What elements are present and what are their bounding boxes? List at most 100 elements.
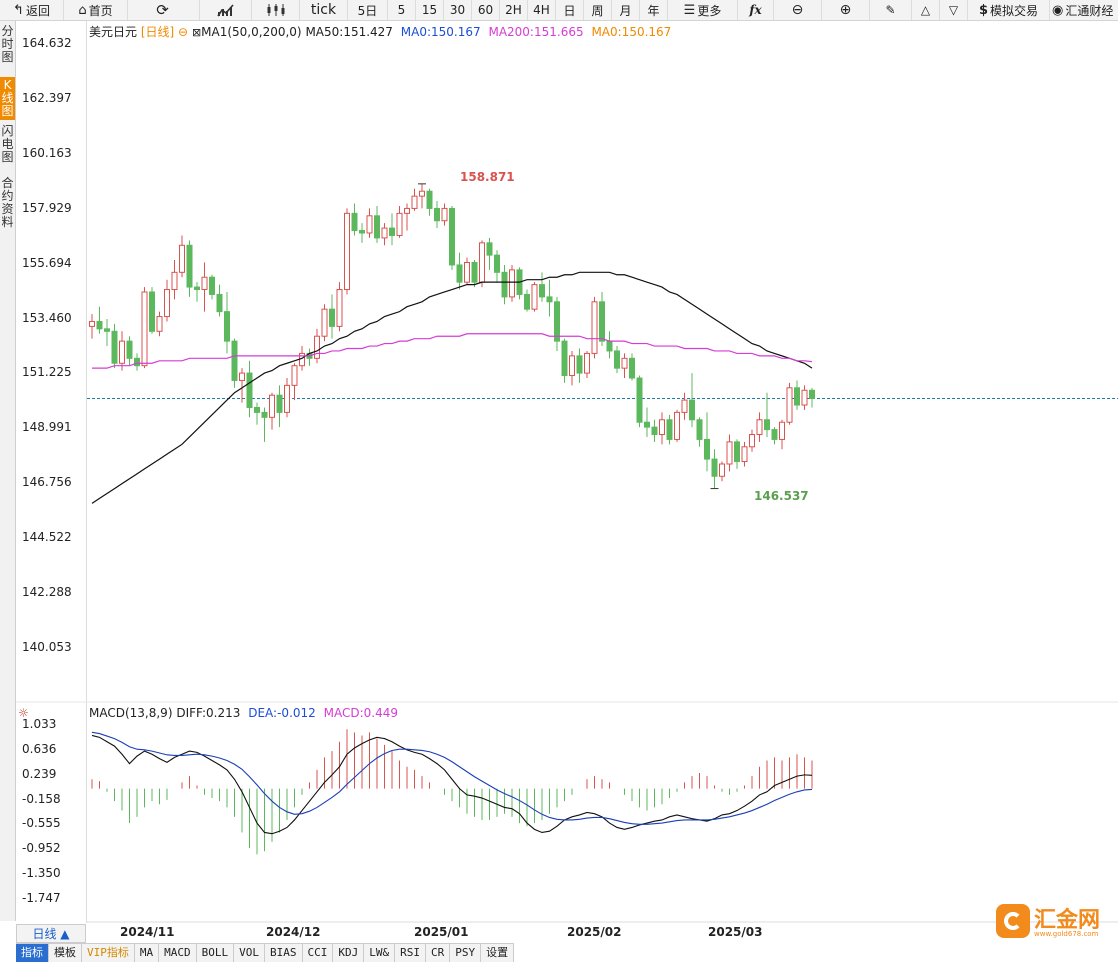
- ma50-line: [91, 271, 813, 504]
- ma0-value-1: MA0:150.167: [400, 25, 481, 39]
- period-month[interactable]: 月: [612, 0, 640, 20]
- tab-cci[interactable]: CCI: [303, 944, 334, 962]
- x-label-mar: 2025/03: [708, 925, 763, 939]
- candle-body: [561, 340, 568, 377]
- candle-body: [194, 286, 200, 291]
- price-tick-label: 164.632: [22, 36, 72, 50]
- zoom-out-button[interactable]: ⊖: [774, 0, 822, 20]
- indicator-icon: ⊠: [191, 26, 202, 39]
- price-tick-label: 160.163: [22, 145, 72, 160]
- formula-button[interactable]: fx: [738, 0, 774, 20]
- candle-body: [479, 242, 485, 283]
- period-60[interactable]: 60: [472, 0, 500, 20]
- candle-body: [126, 340, 133, 359]
- tab-timeshare[interactable]: 分时图: [1, 24, 14, 64]
- down-triangle-button[interactable]: ▽: [940, 0, 968, 20]
- candle-body: [494, 254, 500, 273]
- tick-button[interactable]: tick: [300, 0, 348, 20]
- brand-link[interactable]: ◉ 汇通财经: [1052, 2, 1114, 18]
- candle-body: [651, 426, 658, 436]
- tab-lw[interactable]: LW&: [364, 944, 396, 962]
- tab-flash[interactable]: 闪电图: [1, 124, 14, 164]
- home-button[interactable]: ⌂ 首页: [64, 0, 128, 20]
- tab-settings[interactable]: 设置: [481, 944, 515, 962]
- refresh-button[interactable]: ⟳: [128, 0, 200, 20]
- period-select-button[interactable]: 日线 ▲: [16, 924, 86, 943]
- candle-body: [809, 389, 815, 399]
- candle-body: [606, 340, 613, 352]
- draw-button[interactable]: ✎: [870, 0, 912, 20]
- macd-settings-icon[interactable]: ☼: [18, 706, 29, 720]
- candle-body: [659, 419, 665, 436]
- period-day[interactable]: 日: [556, 0, 584, 20]
- tab-vol[interactable]: VOL: [234, 944, 265, 962]
- ma50-value: MA50:151.427: [305, 25, 393, 39]
- high-price-annotation: 158.871: [460, 170, 515, 184]
- period-week[interactable]: 周: [584, 0, 612, 20]
- sim-trade-button[interactable]: $ 模拟交易: [968, 0, 1050, 20]
- candle-mode-button[interactable]: [252, 0, 300, 20]
- dea-value: DEA:-0.012: [248, 706, 316, 720]
- price-tick-label: 144.522: [22, 530, 72, 545]
- candle-body: [689, 399, 695, 421]
- top-toolbar: ↰ 返回 ⌂ 首页 ⟳ tick 5日 5 15 30 60 2H 4H 日 周 月…: [0, 0, 1118, 21]
- tab-vip-indicators[interactable]: VIP指标: [82, 944, 135, 962]
- candle-body: [156, 316, 163, 332]
- candle-body: [471, 261, 478, 283]
- candle-body: [456, 264, 463, 283]
- period-15[interactable]: 15: [416, 0, 444, 20]
- settings-icon[interactable]: ⊖: [178, 25, 189, 39]
- period-5day[interactable]: 5日: [348, 0, 388, 20]
- candle-body: [666, 419, 673, 440]
- price-tick-label: 155.694: [22, 255, 72, 270]
- candle-body: [501, 271, 508, 298]
- back-arrow-icon: ↰: [13, 2, 24, 18]
- kline-mode-button[interactable]: [200, 0, 252, 20]
- back-button[interactable]: ↰ 返回: [0, 0, 64, 20]
- tab-cr[interactable]: CR: [426, 944, 451, 962]
- candle-body: [351, 212, 358, 232]
- candle-body: [546, 296, 553, 303]
- candle-body: [434, 207, 440, 222]
- candle-body: [284, 384, 290, 413]
- tab-kline[interactable]: K线图: [0, 77, 15, 120]
- tab-ma[interactable]: MA: [135, 944, 160, 962]
- zoom-in-button[interactable]: ⊕: [822, 0, 870, 20]
- candle-body: [569, 355, 575, 377]
- tab-contract-info[interactable]: 合约资料: [1, 176, 14, 229]
- period-year[interactable]: 年: [640, 0, 668, 20]
- candle-body: [749, 434, 755, 448]
- period-4h[interactable]: 4H: [528, 0, 556, 20]
- refresh-icon: ⟳: [156, 1, 169, 19]
- tab-bias[interactable]: BIAS: [265, 944, 303, 962]
- candle-body: [216, 293, 223, 313]
- more-button[interactable]: ☰ 更多: [668, 0, 738, 20]
- candle-body: [704, 438, 710, 460]
- period-2h[interactable]: 2H: [500, 0, 528, 20]
- tab-macd[interactable]: MACD: [159, 944, 197, 962]
- candle-body: [359, 230, 365, 234]
- price-tick-label: 153.460: [22, 310, 72, 325]
- candle-body: [186, 244, 193, 288]
- home-icon: ⌂: [78, 2, 87, 18]
- candle-body: [291, 365, 298, 386]
- tab-psy[interactable]: PSY: [450, 944, 482, 962]
- macd-tick-label: -1.350: [22, 866, 61, 881]
- up-triangle-button[interactable]: △: [912, 0, 940, 20]
- tab-boll[interactable]: BOLL: [197, 944, 235, 962]
- tab-templates[interactable]: 模板: [49, 944, 82, 962]
- macd-tick-label: -1.747: [22, 891, 61, 905]
- period-5[interactable]: 5: [388, 0, 416, 20]
- x-label-dec: 2024/12: [266, 925, 321, 939]
- tab-indicators[interactable]: 指标: [16, 944, 49, 962]
- logo-url: www.gold678.com: [1034, 930, 1099, 938]
- tab-kdj[interactable]: KDJ: [333, 944, 365, 962]
- diff-line: [91, 734, 813, 835]
- period-label: [日线]: [140, 25, 175, 39]
- period-30[interactable]: 30: [444, 0, 472, 20]
- candle-body: [141, 291, 148, 367]
- candle-body: [524, 293, 530, 310]
- tab-rsi[interactable]: RSI: [395, 944, 426, 962]
- candle-body: [321, 308, 328, 337]
